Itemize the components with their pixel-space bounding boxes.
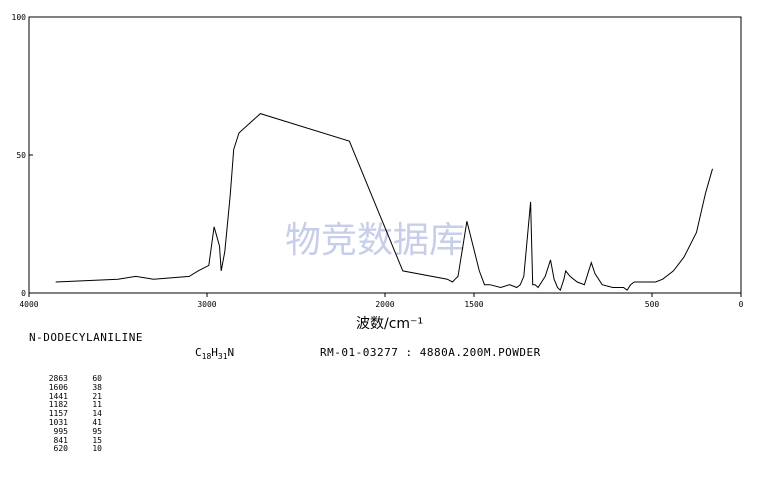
x-axis-label: 波数/cm⁻¹ bbox=[356, 316, 423, 330]
peak-row: 1441 21 bbox=[32, 391, 102, 402]
peak-intensity: 11 bbox=[92, 400, 102, 410]
x-tick-label: 4000 bbox=[19, 300, 38, 309]
peak-intensity: 14 bbox=[92, 409, 102, 419]
y-tick-label: 0 bbox=[21, 289, 26, 298]
compound-name: N-DODECYLANILINE bbox=[29, 331, 143, 344]
y-tick-label: 50 bbox=[16, 151, 26, 160]
peak-row: 841 15 bbox=[32, 435, 102, 446]
spectrum-info: RM-01-03277 : 4880A.200M.POWDER bbox=[320, 346, 541, 359]
spectrum-line bbox=[55, 113, 713, 292]
peak-row: 1606 38 bbox=[32, 382, 102, 393]
formula-c: C bbox=[195, 346, 202, 359]
peak-wavenumber: 620 bbox=[53, 444, 68, 454]
x-tick-label: 3000 bbox=[197, 300, 216, 309]
peak-row: 620 10 bbox=[32, 445, 102, 454]
peak-row: 1157 14 bbox=[32, 409, 102, 419]
x-tick-label: 0 bbox=[739, 300, 744, 309]
peak-wavenumber: 1606 bbox=[48, 382, 68, 392]
peak-wavenumber: 1441 bbox=[48, 391, 68, 401]
peak-intensity: 15 bbox=[92, 435, 102, 445]
x-tick-label: 2000 bbox=[375, 300, 394, 309]
peak-intensity: 60 bbox=[92, 374, 102, 383]
raman-spectrum-chart: 物竞数据库 0 50 100 4000 3000 2000 1500 500 0 波数/cm⁻… bbox=[12, 13, 744, 330]
peak-intensity: 41 bbox=[92, 417, 102, 427]
peak-wavenumber: 841 bbox=[53, 435, 68, 445]
x-axis: 4000 3000 2000 1500 500 0 bbox=[19, 293, 744, 309]
peak-wavenumber: 995 bbox=[53, 426, 68, 436]
y-tick-label: 100 bbox=[12, 13, 27, 22]
peak-wavenumber: 2863 bbox=[48, 374, 68, 383]
y-axis: 0 50 100 bbox=[12, 13, 33, 298]
peak-intensity: 38 bbox=[92, 382, 102, 392]
molecular-formula: C18H31N bbox=[195, 346, 234, 361]
formula-n: N bbox=[227, 346, 235, 359]
peak-row: 1182 11 bbox=[32, 401, 102, 410]
peak-wavenumber: 1182 bbox=[48, 400, 68, 410]
x-tick-label: 1500 bbox=[464, 300, 483, 309]
x-tick-label: 500 bbox=[645, 300, 660, 309]
formula-h: H bbox=[211, 346, 218, 359]
formula-c-count: 18 bbox=[201, 352, 212, 362]
peak-intensity: 95 bbox=[92, 426, 102, 436]
peak-intensity: 21 bbox=[92, 391, 102, 401]
peak-table: 2863 60 1606 38 1441 21 1182 11 1157 14 1031 4… bbox=[32, 374, 102, 454]
peak-row: 1031 41 bbox=[32, 417, 102, 428]
peak-row: 995 95 bbox=[32, 426, 102, 437]
peak-wavenumber: 1031 bbox=[48, 417, 68, 427]
watermark: 物竞数据库 bbox=[285, 220, 465, 261]
peak-row: 2863 60 bbox=[32, 374, 102, 384]
peak-intensity: 10 bbox=[92, 444, 102, 454]
peak-wavenumber: 1157 bbox=[48, 409, 68, 419]
formula-h-count: 31 bbox=[217, 352, 228, 362]
